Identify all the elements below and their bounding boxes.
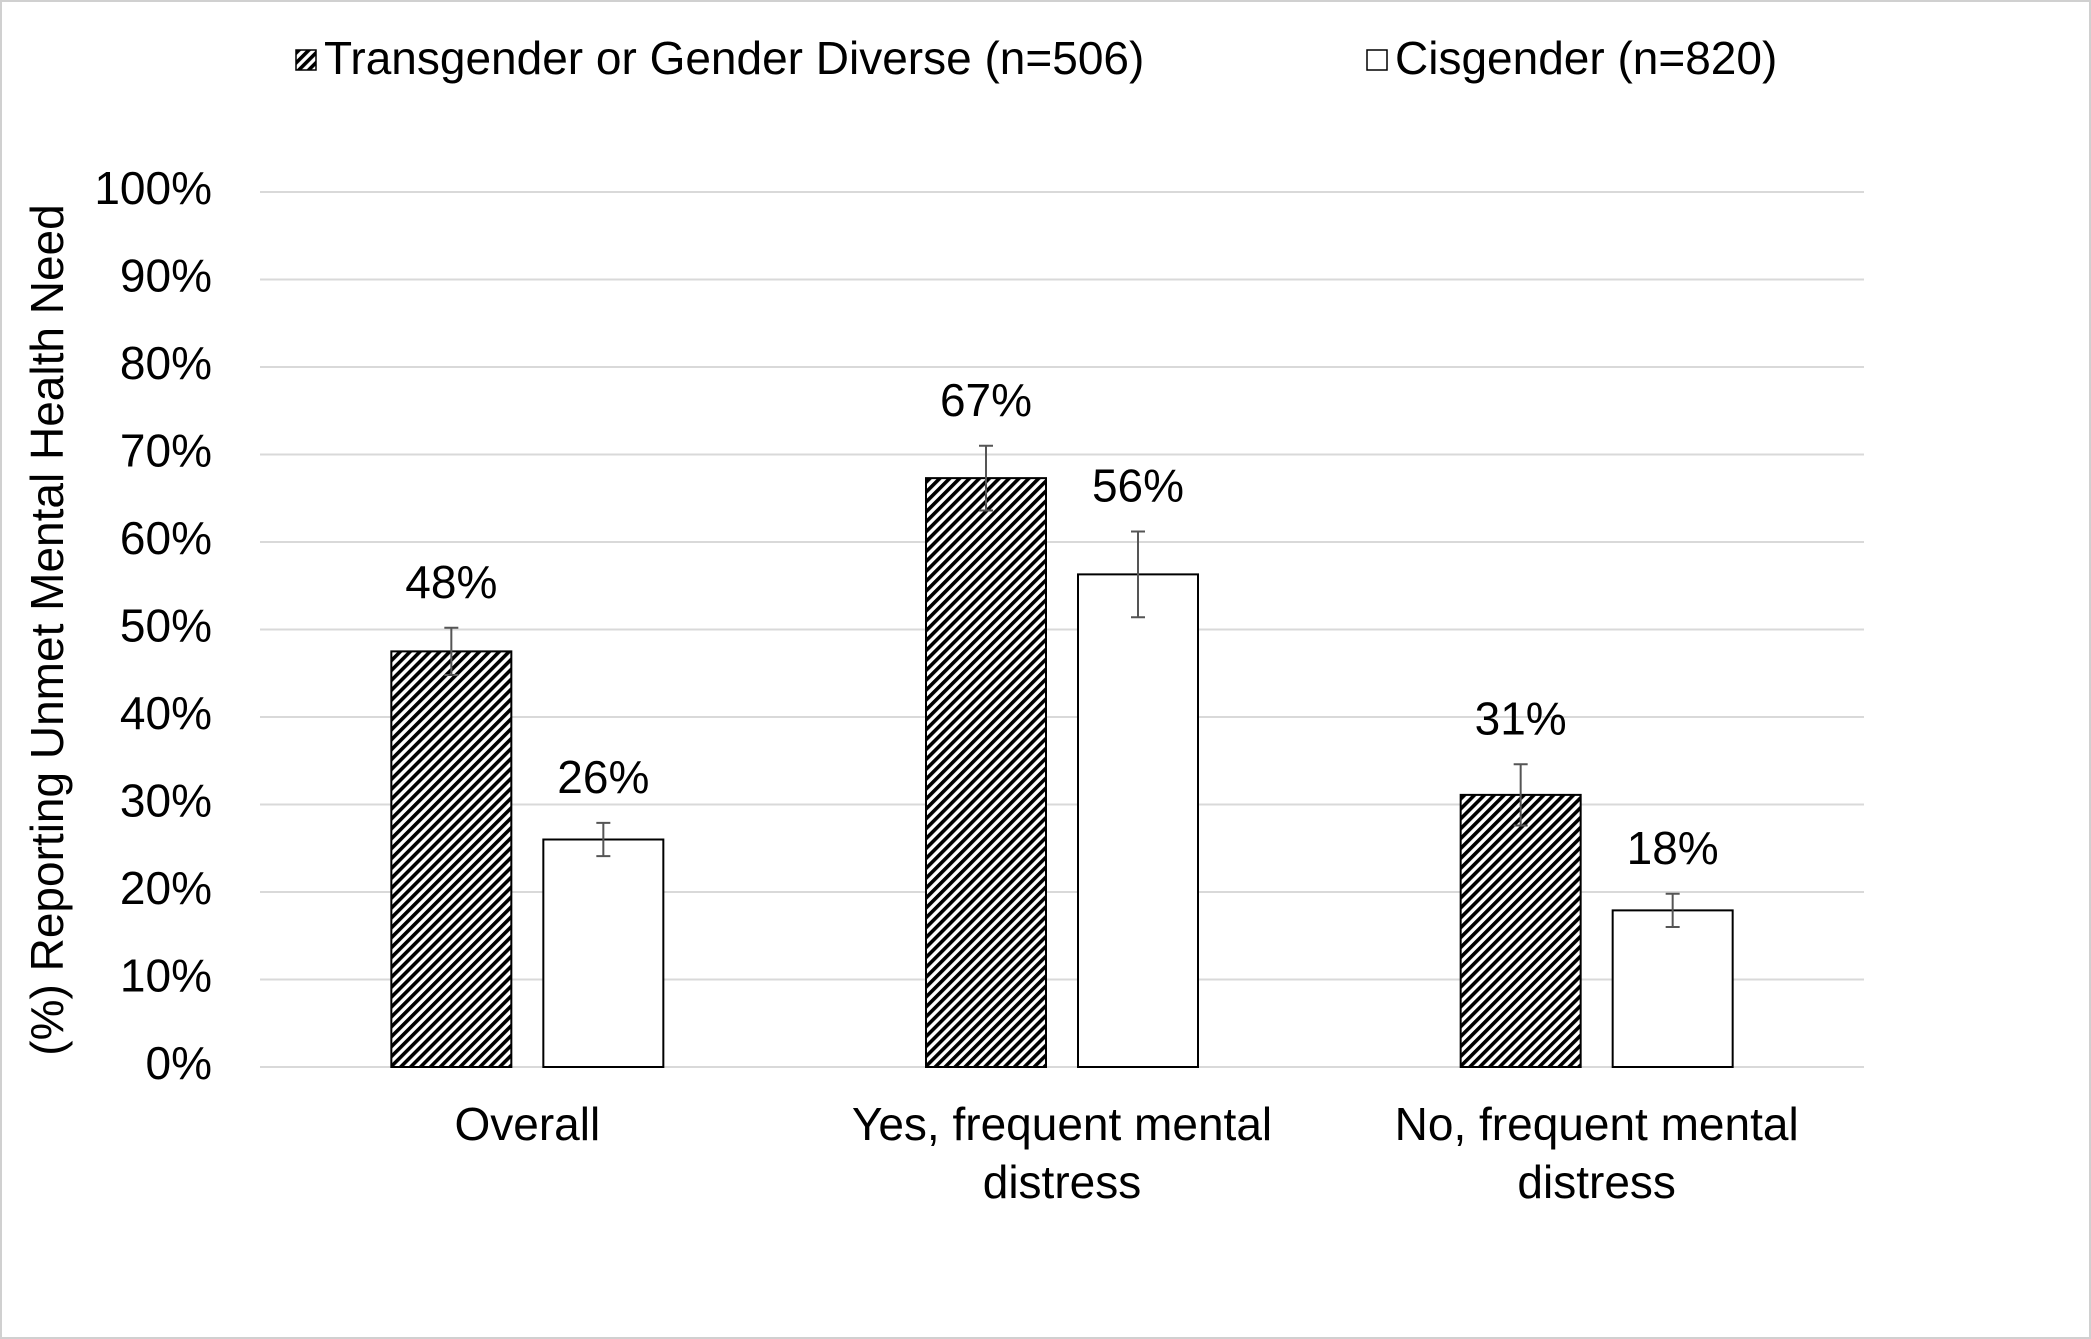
y-tick-label: 10% [120, 950, 212, 1002]
error-bar [1131, 530, 1145, 619]
x-tick-label: Yes, frequent mental distress [852, 1098, 1272, 1208]
value-label: 18% [1627, 822, 1719, 874]
value-label: 31% [1475, 692, 1567, 744]
bar [1077, 573, 1199, 1068]
y-tick-label: 90% [120, 250, 212, 302]
bar [390, 650, 513, 1068]
y-tick-label: 80% [120, 337, 212, 389]
y-axis-title: (%) Reporting Unmet Mental Health Need [21, 204, 73, 1055]
value-label: 67% [940, 374, 1032, 426]
bar [1611, 909, 1734, 1068]
legend-marker [295, 49, 317, 71]
error-bar [596, 821, 611, 858]
value-label: 26% [557, 751, 649, 803]
error-bar [979, 444, 993, 512]
legend-marker [1366, 49, 1388, 71]
bar [542, 838, 665, 1068]
y-tick-label: 40% [120, 687, 212, 739]
y-tick-label: 0% [146, 1037, 212, 1089]
y-tick-label: 50% [120, 600, 212, 652]
bar [925, 477, 1047, 1068]
x-tick-label: No, frequent mental distress [1395, 1098, 1799, 1208]
error-bar [1513, 763, 1528, 827]
value-label: 48% [405, 556, 497, 608]
legend-label: Transgender or Gender Diverse (n=506) [324, 32, 1144, 84]
y-tick-label: 70% [120, 425, 212, 477]
value-label: 56% [1092, 460, 1184, 512]
y-tick-label: 20% [120, 862, 212, 914]
y-tick-label: 100% [94, 162, 212, 214]
y-tick-label: 30% [120, 775, 212, 827]
error-bar [1665, 892, 1680, 928]
legend-label: Cisgender (n=820) [1395, 32, 1777, 84]
bar [1459, 793, 1582, 1068]
error-bar [444, 626, 459, 676]
x-tick-label: Overall [454, 1098, 600, 1150]
y-tick-label: 60% [120, 512, 212, 564]
